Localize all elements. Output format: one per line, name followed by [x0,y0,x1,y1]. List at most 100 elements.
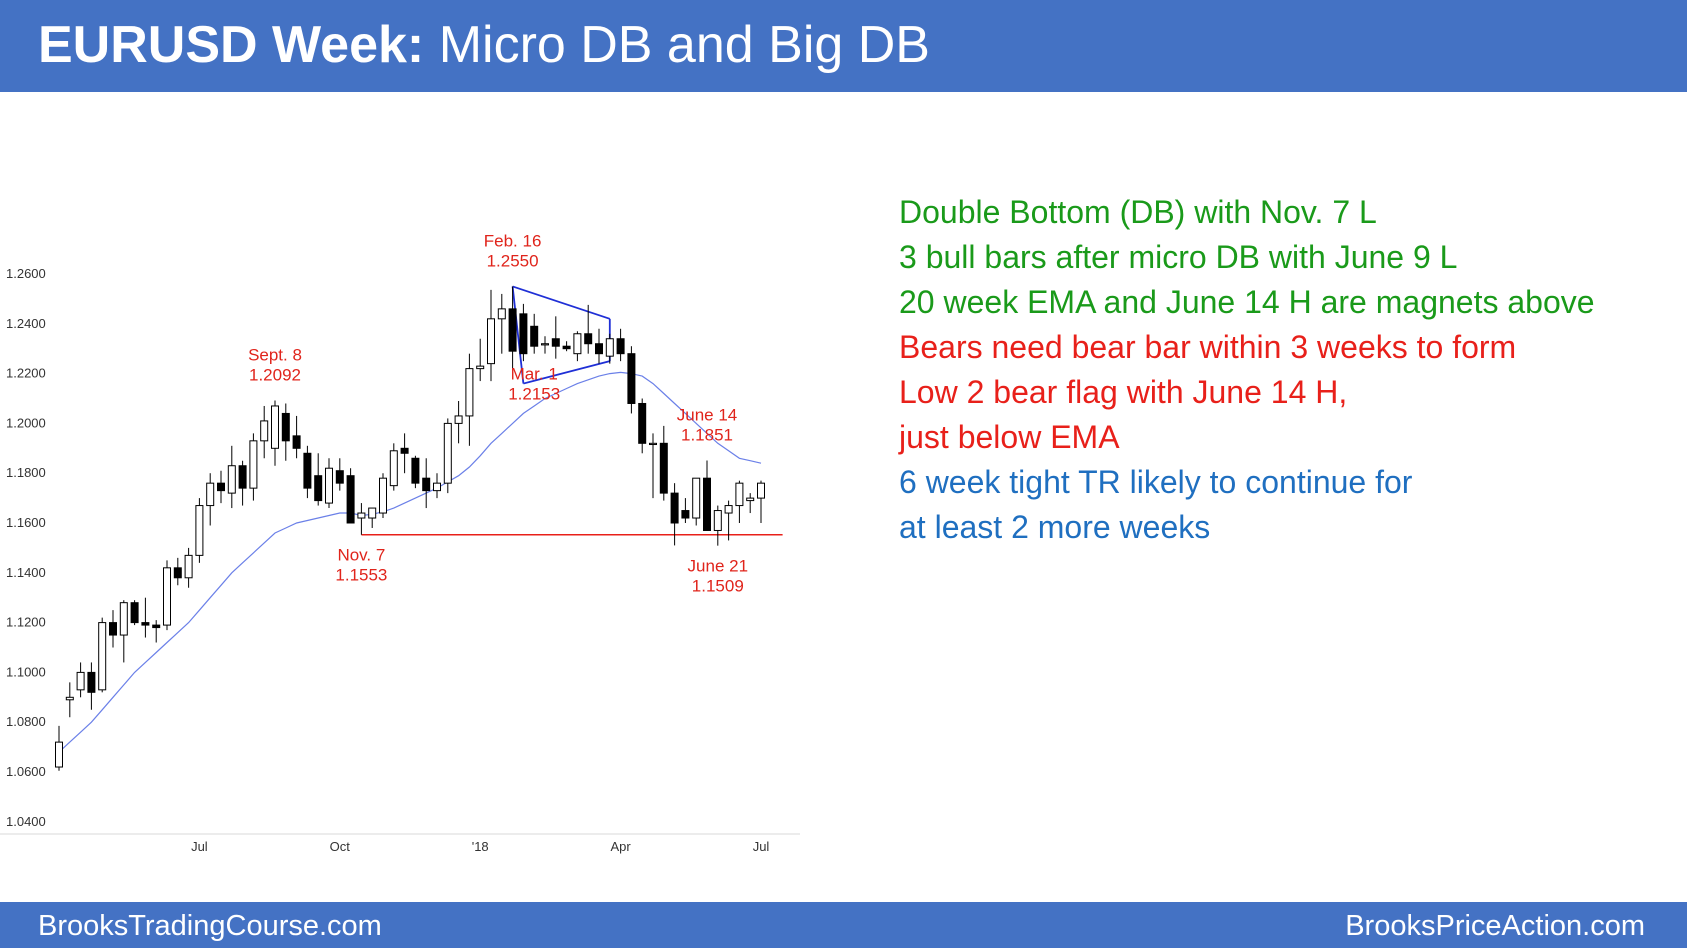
candle-body [659,442,668,494]
annotation-value: 1.2550 [487,251,539,270]
candle-body [465,368,474,417]
annotation-label: June 14 [677,406,738,425]
candle-body [217,482,225,492]
note-7: 6 week tight TR likely to continue for [899,464,1413,500]
title-bold: EURUSD Week: [38,16,425,74]
candle-body [119,602,128,636]
candle-body [605,338,614,357]
candle-body [584,333,593,345]
page-title: EURUSD Week: Micro DB and Big DB [38,14,930,76]
candle-body [368,507,377,519]
candle-body [724,505,733,514]
candle-body [87,671,96,693]
candle-body [422,477,431,492]
note-2: 3 bull bars after micro DB with June 9 L [899,239,1458,275]
candle-body [411,457,420,484]
candle-body [249,440,258,489]
footer-bar: BrooksTradingCourse.com BrooksPriceActio… [0,902,1687,948]
y-tick-label: 1.0800 [6,714,46,729]
candle-body [357,512,366,519]
footer-right-link[interactable]: BrooksPriceAction.com [1345,910,1645,942]
y-tick-label: 1.1400 [6,565,46,580]
candle-body [195,505,204,556]
candle-body [692,477,701,519]
candle-body [476,365,485,370]
candle-body [573,333,582,355]
x-tick-label: Jul [191,839,208,854]
candle-body [325,467,333,504]
candle-body [649,442,657,446]
candle-body [519,313,528,355]
candle-body [55,741,63,768]
candlestick-chart: 1.2600 1.2400 1.2200 1.2000 1.1800 1.1600 1.14… [0,231,800,854]
candle-body [443,422,452,484]
y-tick-label: 1.2200 [6,366,46,381]
y-tick-label: 1.2400 [6,316,46,331]
candle-body [735,482,744,507]
candle-body [346,475,355,524]
note-8: at least 2 more weeks [899,509,1211,545]
candle-body [206,482,215,507]
ema-20-line [58,371,762,753]
y-tick-label: 1.0600 [6,764,46,779]
wedge-top-line [512,285,611,320]
candle-body [335,470,344,484]
note-6: just below EMA [899,419,1120,455]
title-rest: Micro DB and Big DB [424,16,930,74]
y-tick-label: 1.1800 [6,465,46,480]
y-tick-label: 1.0400 [6,814,46,829]
title-bar: EURUSD Week: Micro DB and Big DB [0,0,1687,92]
candle-body [400,447,409,454]
x-tick-label: Oct [330,839,351,854]
candle-body [627,353,636,404]
candle-body [184,554,193,579]
candle-body [595,343,603,355]
candle-body [227,465,236,494]
y-tick-label: 1.2000 [6,415,46,430]
annotation-value: 1.2092 [249,365,301,384]
candle-body [173,567,182,579]
candle-body [638,402,647,444]
note-5: Low 2 bear flag with June 14 H, [899,374,1348,410]
notes-panel: Double Bottom (DB) with Nov. 7 L 3 bull … [899,190,1595,550]
candle-body [746,497,755,502]
candle-body [541,343,549,346]
candle-body [497,308,506,320]
y-tick-label: 1.1000 [6,664,46,679]
y-tick-label: 1.1200 [6,615,46,630]
candle-body [141,622,150,626]
annotation-label: Nov. 7 [337,546,385,565]
candle-body [757,482,765,499]
annotation-label: Feb. 16 [484,231,542,250]
annotation-value: 1.1553 [335,566,387,585]
wedge-bottom-line [523,360,611,385]
annotation-value: 1.1851 [681,426,733,445]
wedge-left-line [511,286,525,384]
candle-body [260,420,269,442]
x-tick-label: Apr [610,839,631,854]
annotation-value: 1.2153 [508,385,560,404]
candle-body [703,477,711,531]
candle-body [281,412,290,442]
annotation-label: June 21 [688,557,749,576]
annotation-label: Sept. 8 [248,345,302,364]
candle-body [314,475,323,502]
x-tick-label: '18 [472,839,489,854]
annotation-label: Mar. 1 [511,365,558,384]
candle-body [713,510,722,531]
candle-body [530,325,539,347]
candle-body [616,338,625,355]
candle-body [681,510,690,519]
note-1: Double Bottom (DB) with Nov. 7 L [899,194,1377,230]
candle-body [551,338,560,347]
y-tick-label: 1.1600 [6,515,46,530]
candle-body [152,624,161,629]
candle-body [271,405,279,449]
candle-body [303,452,312,489]
candle-body [130,602,139,624]
candle-body [562,345,571,350]
candle-body [379,477,387,514]
candle-body [292,435,301,449]
footer-left-link[interactable]: BrooksTradingCourse.com [38,910,382,942]
candle-body [433,482,441,492]
